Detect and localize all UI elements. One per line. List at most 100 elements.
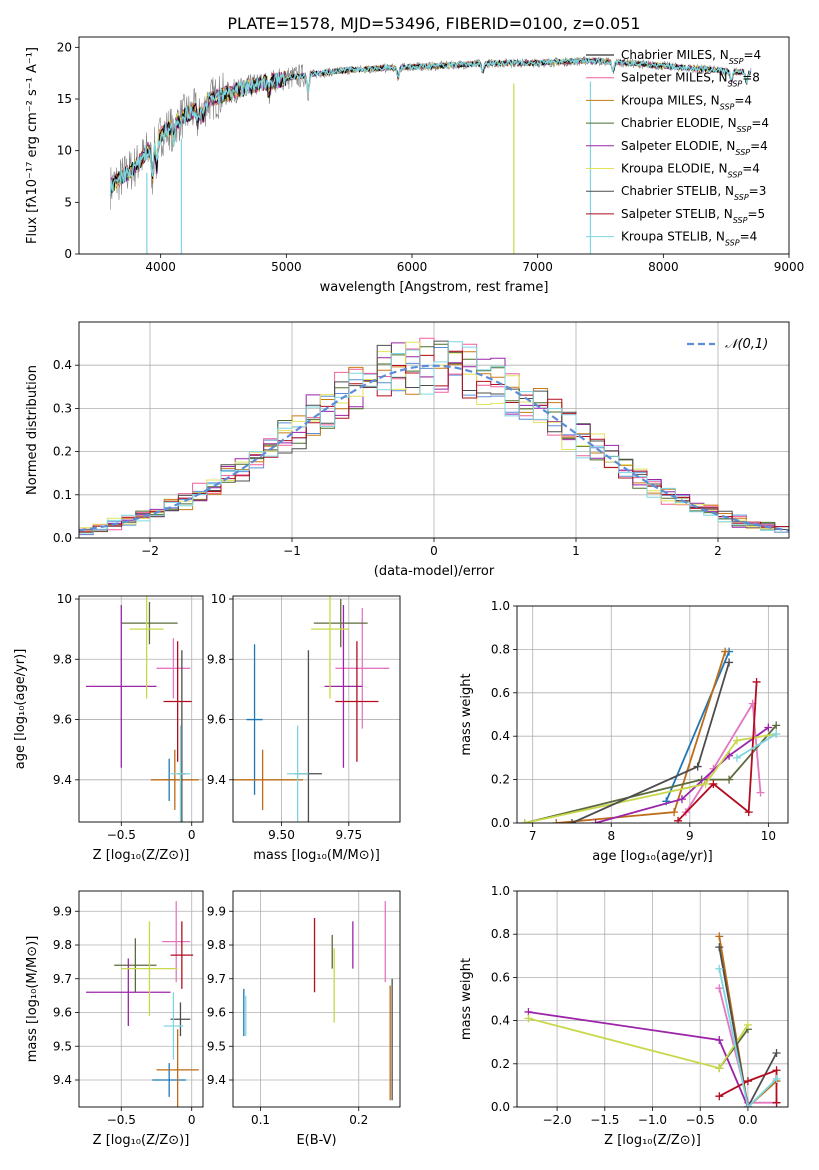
x-axis-label: mass [log₁₀(M/M⊙)] xyxy=(253,848,380,863)
plot-area xyxy=(520,647,781,823)
y-tick-label: 9.6 xyxy=(53,713,72,727)
y-tick-label: 1.0 xyxy=(491,884,510,898)
y-tick-label: 9.4 xyxy=(53,1073,72,1087)
y-tick-label: 9.5 xyxy=(207,1039,226,1053)
x-tick-label: 7000 xyxy=(522,260,553,274)
y-tick-label: 9.6 xyxy=(207,1006,226,1020)
y-tick-label: 0.0 xyxy=(53,531,72,545)
mass-weight-marker-6 xyxy=(693,762,702,771)
legend-entry-4: Salpeter ELODIE, NSSP=4 xyxy=(621,139,768,157)
axes-frame xyxy=(516,605,789,824)
mass-weight-line-4 xyxy=(528,1017,749,1070)
plot-area xyxy=(233,596,390,822)
y-tick-label: 0.2 xyxy=(491,1057,510,1071)
mass-weight-marker-2 xyxy=(670,808,679,817)
y-tick-label: 15 xyxy=(57,92,72,106)
y-axis-label: mass weight xyxy=(459,673,474,755)
x-tick-label: 0.1 xyxy=(251,1113,270,1127)
y-tick-label: 0.2 xyxy=(491,773,510,787)
mass-weight-marker-4 xyxy=(715,1064,724,1073)
y-tick-label: 0.4 xyxy=(491,729,510,743)
x-tick-label: 0 xyxy=(188,1113,196,1127)
mass-weight-line-6 xyxy=(718,1068,778,1103)
mass-weight-marker-7 xyxy=(744,808,753,817)
mass-weight-marker-5 xyxy=(520,819,529,823)
mass-weight-line-7 xyxy=(677,681,758,822)
plot-area xyxy=(86,596,199,822)
legend-entry-7: Salpeter STELIB, NSSP=5 xyxy=(621,207,765,225)
y-axis-label: mass weight xyxy=(459,958,474,1040)
x-tick-label: 8000 xyxy=(648,260,679,274)
legend-entry-8: Kroupa STELIB, NSSP=4 xyxy=(621,230,757,248)
y-tick-label: 9.7 xyxy=(53,972,72,986)
mass-vs-ebv-panel: 0.1 0.2 9.4 9.5 9.6 9.7 9.8 9.9 E(B-V) xyxy=(207,890,401,1148)
mass-weight-marker-0 xyxy=(715,984,724,993)
mass-weight-marker-6 xyxy=(772,1098,781,1107)
mass-weight-marker-2 xyxy=(552,819,561,823)
mass-weight-marker-5 xyxy=(772,1049,781,1057)
y-tick-label: 9.6 xyxy=(207,713,226,727)
x-tick-label: 8 xyxy=(607,829,615,843)
y-tick-label: 9.4 xyxy=(207,1073,226,1087)
mass-weight-marker-8 xyxy=(732,753,741,762)
y-axis-label: age [log₁₀(age/yr)] xyxy=(13,649,28,770)
mass-weight-marker-4 xyxy=(524,1014,533,1023)
x-tick-label: −0.5 xyxy=(686,1113,715,1127)
mass-weight-marker-3 xyxy=(715,1036,724,1045)
x-axis-label: Z [log₁₀(Z/Z⊙)] xyxy=(93,848,190,863)
plot-area xyxy=(524,932,781,1107)
mass-weight-marker-7 xyxy=(709,779,718,788)
x-tick-label: −2 xyxy=(141,544,159,558)
legend-entry-3: Chabrier ELODIE, NSSP=4 xyxy=(621,116,769,134)
y-tick-label: 9.8 xyxy=(53,938,72,952)
x-tick-label: 0.2 xyxy=(349,1113,368,1127)
mass-weight-line-4 xyxy=(595,726,769,823)
axes-frame xyxy=(516,890,789,1108)
x-tick-label: 5000 xyxy=(271,260,302,274)
normal-reference-curve xyxy=(79,364,789,532)
legend-entry-5: Kroupa ELODIE, NSSP=4 xyxy=(621,162,760,180)
mass-weight-marker-4 xyxy=(764,723,773,732)
x-axis-label: Z [log₁₀(Z/Z⊙)] xyxy=(604,1133,701,1148)
spectrum-panel: 4000 5000 6000 7000 8000 9000 0 5 10 15 20 waveleng… xyxy=(25,36,804,295)
mass-weight-marker-4 xyxy=(743,1020,752,1029)
y-tick-label: 9.8 xyxy=(53,652,72,666)
x-tick-label: 7 xyxy=(529,829,537,843)
mass-weight-marker-6 xyxy=(743,1077,752,1086)
axes-frame xyxy=(78,595,204,823)
legend-entry-1: Salpeter MILES, NSSP=8 xyxy=(621,71,760,89)
y-tick-label: 0.4 xyxy=(53,358,72,372)
mass-weight-marker-4 xyxy=(591,819,600,823)
mass-weight-marker-5 xyxy=(701,779,710,788)
y-tick-label: 9.5 xyxy=(53,1039,72,1053)
mass-weight-marker-3 xyxy=(772,721,781,730)
x-tick-label: 2 xyxy=(714,544,722,558)
x-tick-label: 1 xyxy=(572,544,580,558)
y-tick-label: 0.8 xyxy=(491,927,510,941)
mass-weight-line-5 xyxy=(718,947,778,1107)
y-tick-label: 9.7 xyxy=(207,972,226,986)
y-tick-label: 9.9 xyxy=(53,904,72,918)
mass-weight-marker-6 xyxy=(772,1066,781,1075)
mass-weight-marker-7 xyxy=(752,677,761,686)
mass-weight-marker-4 xyxy=(677,795,686,804)
mass-weight-marker-6 xyxy=(567,819,576,823)
x-tick-label: −0.5 xyxy=(107,1113,136,1127)
x-tick-label: −2.0 xyxy=(543,1113,572,1127)
legend-entry-0: Chabrier MILES, NSSP=4 xyxy=(621,48,761,66)
y-axis-label: Normed distribution xyxy=(25,365,40,495)
x-axis-label: Z [log₁₀(Z/Z⊙)] xyxy=(93,1133,190,1148)
plot-area xyxy=(86,901,199,1107)
y-tick-label: 0.1 xyxy=(53,488,72,502)
y-tick-label: 9.4 xyxy=(207,773,226,787)
plot-area xyxy=(243,901,393,1101)
y-tick-label: 0.4 xyxy=(491,1014,510,1028)
x-axis-label: E(B-V) xyxy=(296,1133,336,1148)
residual-histogram-panel: −2 −1 0 1 2 0.0 0.1 0.2 0.3 0.4 (data-model)/error… xyxy=(25,321,790,579)
y-tick-label: 5 xyxy=(64,195,72,209)
legend-entry-6: Chabrier STELIB, NSSP=3 xyxy=(621,184,766,202)
x-tick-label: 10 xyxy=(761,829,776,843)
mass-weight-line-6 xyxy=(571,662,730,823)
axes-frame xyxy=(232,890,401,1108)
